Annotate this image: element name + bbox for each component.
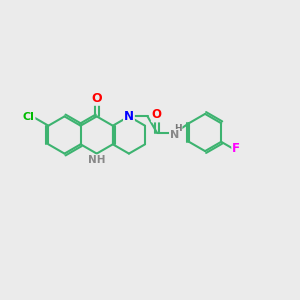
Text: O: O bbox=[92, 92, 102, 105]
Text: N: N bbox=[170, 130, 179, 140]
Text: F: F bbox=[232, 142, 240, 155]
Text: Cl: Cl bbox=[23, 112, 34, 122]
Text: N: N bbox=[124, 110, 134, 123]
Text: NH: NH bbox=[88, 155, 106, 165]
Text: O: O bbox=[152, 109, 162, 122]
Text: H: H bbox=[174, 124, 182, 134]
